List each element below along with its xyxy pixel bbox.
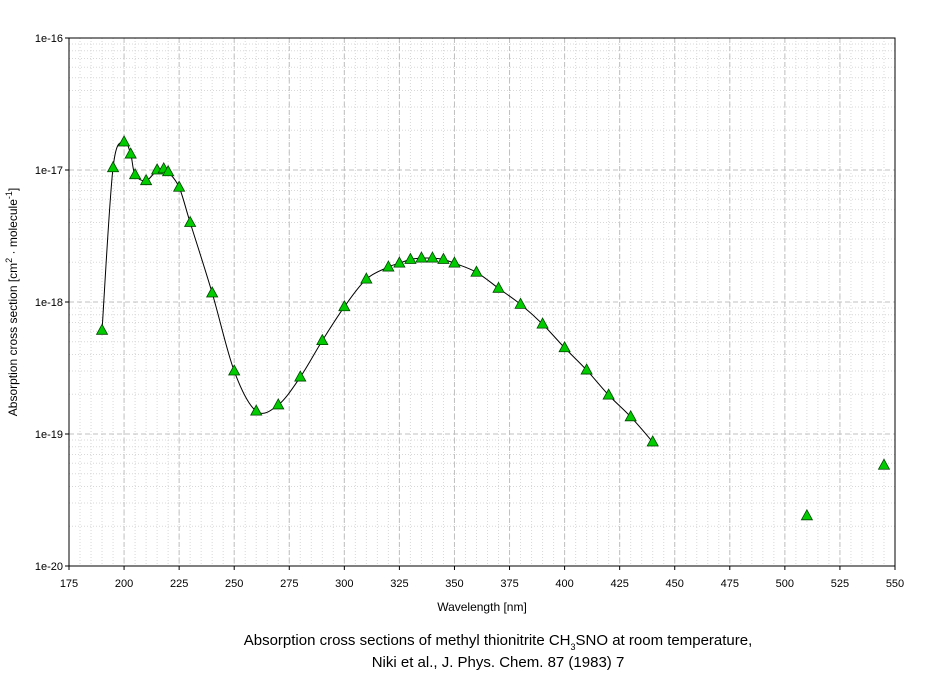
marker [448,256,461,268]
marker [106,160,120,173]
x-tick-label: 550 [886,578,904,590]
marker [393,256,406,268]
marker [470,265,483,277]
x-tick-label: 350 [445,578,463,590]
x-tick-label: 225 [170,578,188,590]
marker [95,323,109,335]
x-tick-label: 275 [280,578,298,590]
marker [128,167,142,180]
marker [415,251,428,263]
marker [536,317,549,329]
marker [250,404,263,416]
marker [272,398,285,410]
text-part: SNO at room temperature, [576,632,753,649]
y-tick-label: 1e-17 [35,165,63,177]
marker [316,333,329,346]
x-tick-label: 325 [390,578,408,590]
marker [360,272,373,284]
marker [514,297,527,309]
x-axis-label: Wavelength [nm] [437,600,527,614]
superscript: 2 [4,258,14,263]
text-part: Absorption cross sections of methyl thio… [244,632,571,649]
marker [382,260,395,272]
y-tick-label: 1e-20 [35,561,63,573]
x-tick-label: 375 [500,578,518,590]
caption-line: Niki et al., J. Phys. Chem. 87 (1983) 7 [372,654,625,671]
y-tick-label: 1e-19 [35,429,63,441]
marker [338,299,351,312]
marker [492,281,505,293]
marker [404,252,417,264]
superscript: -1 [4,191,14,199]
marker [183,215,197,227]
x-tick-label: 425 [610,578,628,590]
caption-line: Absorption cross sections of methyl thio… [244,632,753,652]
marker [624,409,637,422]
marker [437,252,450,264]
x-tick-label: 200 [115,578,133,590]
marker [172,180,186,192]
marker [294,370,307,382]
marker [161,164,175,177]
plot [95,135,891,521]
x-tick-label: 525 [831,578,849,590]
x-tick-label: 500 [776,578,794,590]
marker [205,286,219,298]
marker [602,388,615,400]
subscript: 3 [571,642,576,652]
x-tick-label: 400 [555,578,573,590]
marker [580,363,593,375]
marker [646,435,659,447]
marker [139,173,153,186]
marker [117,135,131,147]
x-tick-label: 475 [721,578,739,590]
text-part: · molecule [6,199,20,258]
text-part: Niki et al., J. Phys. Chem. 87 (1983) 7 [372,654,625,671]
x-tick-label: 250 [225,578,243,590]
marker [124,147,137,159]
text-part: Absorption cross section [cm [6,263,20,416]
plot-frame [68,37,896,567]
x-tick-label: 175 [60,578,78,590]
y-tick-label: 1e-16 [35,33,63,45]
y-tick-label: 1e-18 [35,297,63,309]
marker [877,458,891,470]
marker [426,251,439,263]
marker [800,508,814,521]
x-tick-label: 450 [666,578,684,590]
marker [558,340,571,353]
text-part: ] [6,188,20,191]
y-axis-label: Absorption cross section [cm2 · molecule… [4,188,20,416]
x-tick-label: 300 [335,578,353,590]
marker [228,364,241,376]
